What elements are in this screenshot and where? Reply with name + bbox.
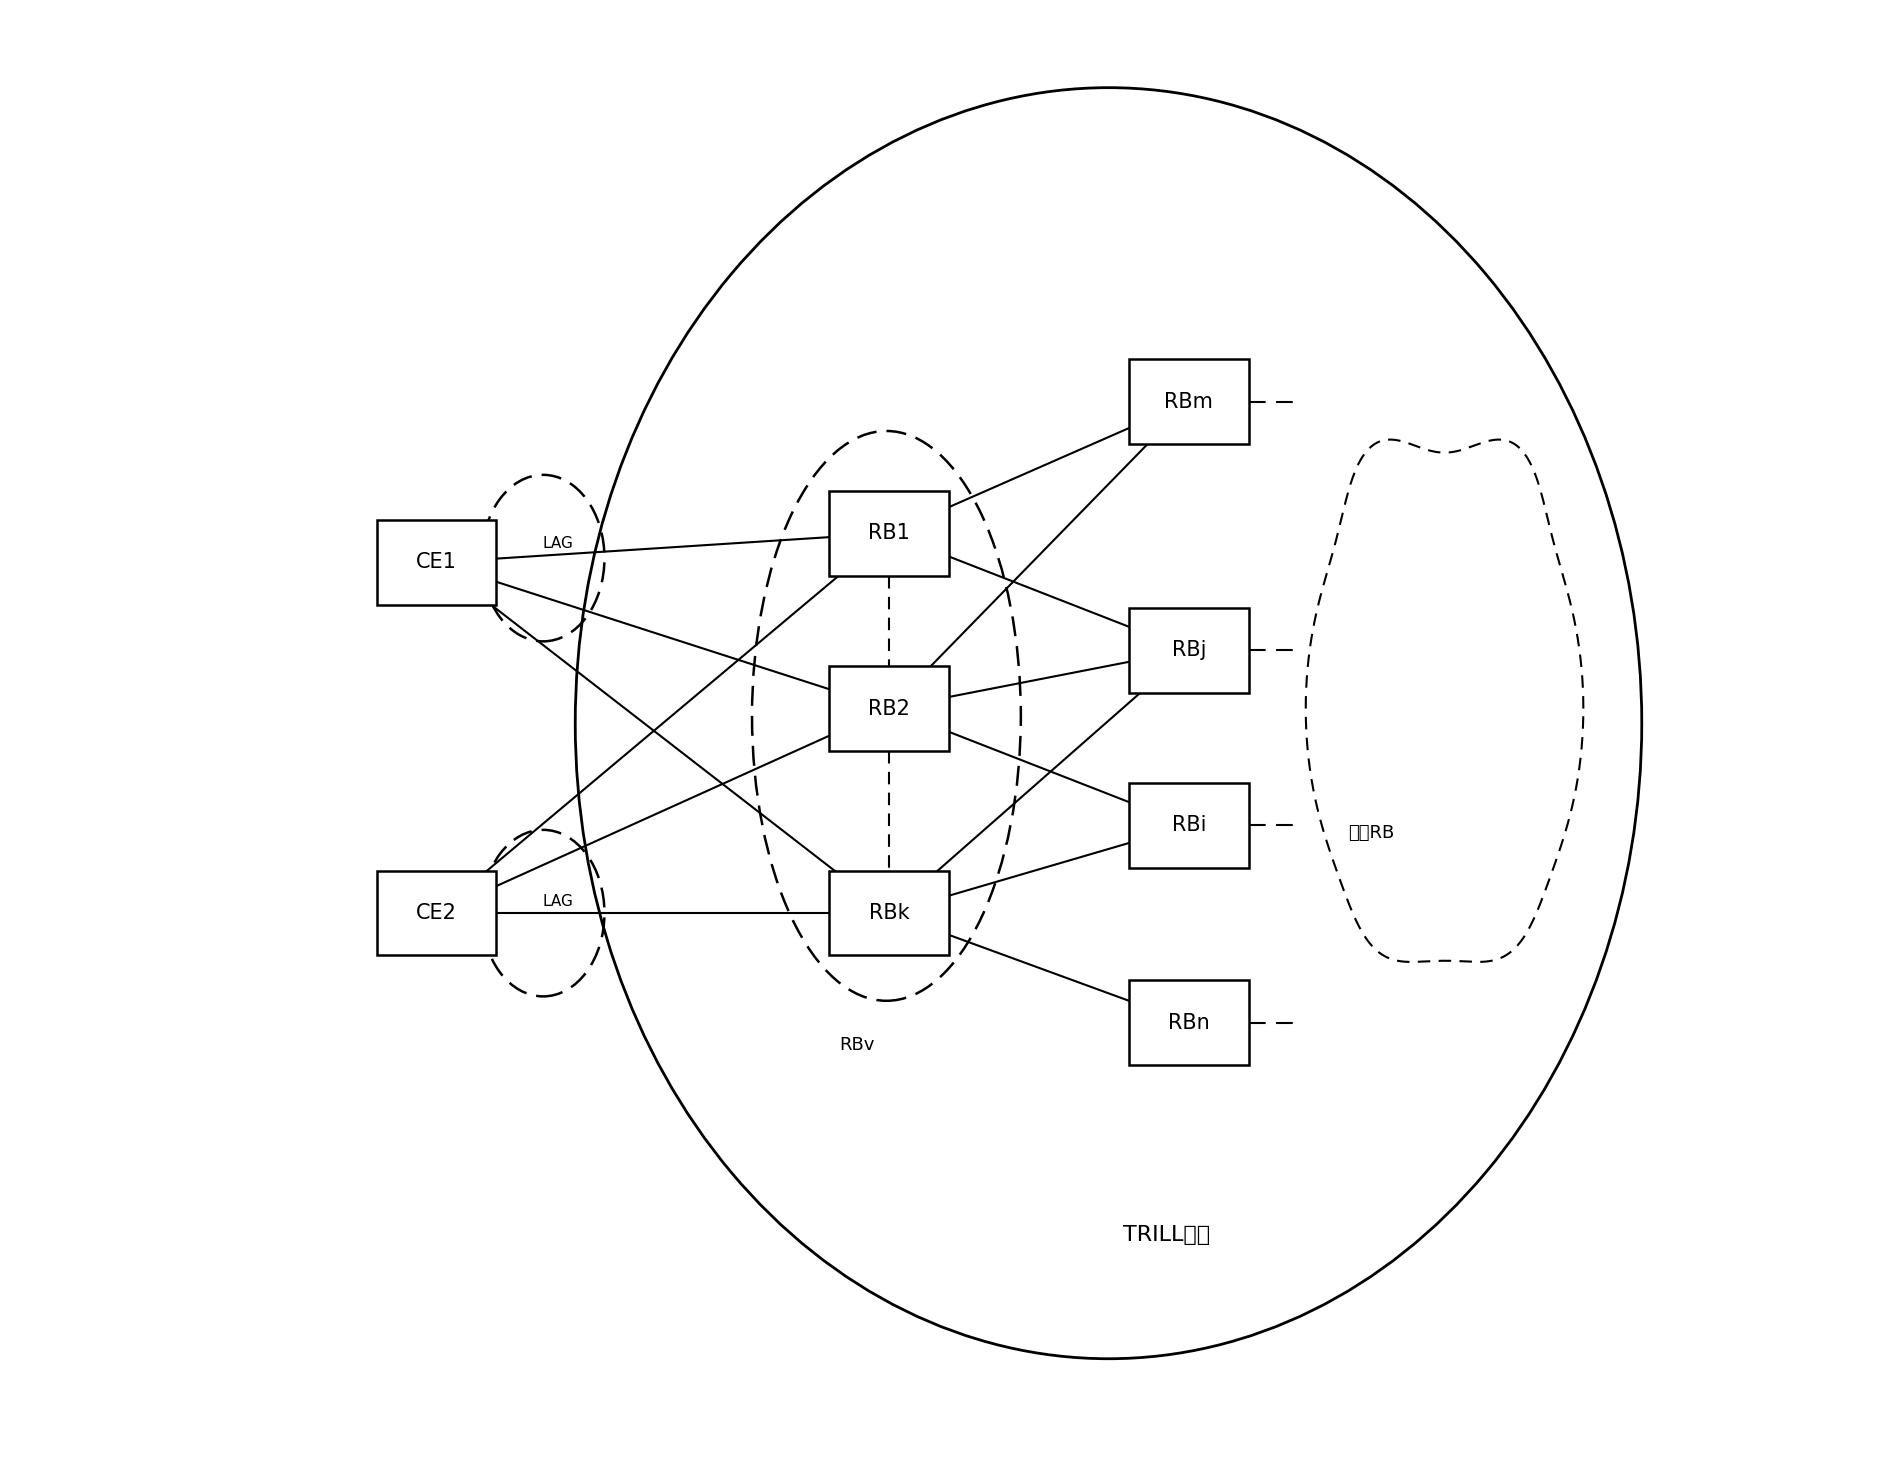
FancyBboxPatch shape bbox=[829, 666, 949, 751]
Text: RBv: RBv bbox=[838, 1036, 874, 1053]
Text: 其它RB: 其它RB bbox=[1348, 824, 1393, 842]
FancyBboxPatch shape bbox=[1128, 359, 1248, 444]
FancyBboxPatch shape bbox=[376, 520, 496, 605]
Text: RBj: RBj bbox=[1171, 640, 1205, 660]
FancyBboxPatch shape bbox=[829, 871, 949, 955]
Text: RBk: RBk bbox=[869, 903, 910, 923]
FancyBboxPatch shape bbox=[1128, 980, 1248, 1065]
Text: CE1: CE1 bbox=[415, 552, 457, 573]
Text: TRILL网络: TRILL网络 bbox=[1122, 1224, 1211, 1245]
Text: LAG: LAG bbox=[541, 894, 573, 909]
FancyBboxPatch shape bbox=[1128, 608, 1248, 693]
Text: RBm: RBm bbox=[1164, 392, 1213, 412]
Text: CE2: CE2 bbox=[415, 903, 457, 923]
FancyBboxPatch shape bbox=[829, 491, 949, 576]
Text: LAG: LAG bbox=[541, 536, 573, 551]
Text: RB2: RB2 bbox=[869, 698, 910, 719]
FancyBboxPatch shape bbox=[376, 871, 496, 955]
FancyBboxPatch shape bbox=[1128, 783, 1248, 868]
Text: RB1: RB1 bbox=[869, 523, 910, 543]
Text: RBn: RBn bbox=[1167, 1012, 1209, 1033]
Text: RBi: RBi bbox=[1171, 815, 1205, 836]
